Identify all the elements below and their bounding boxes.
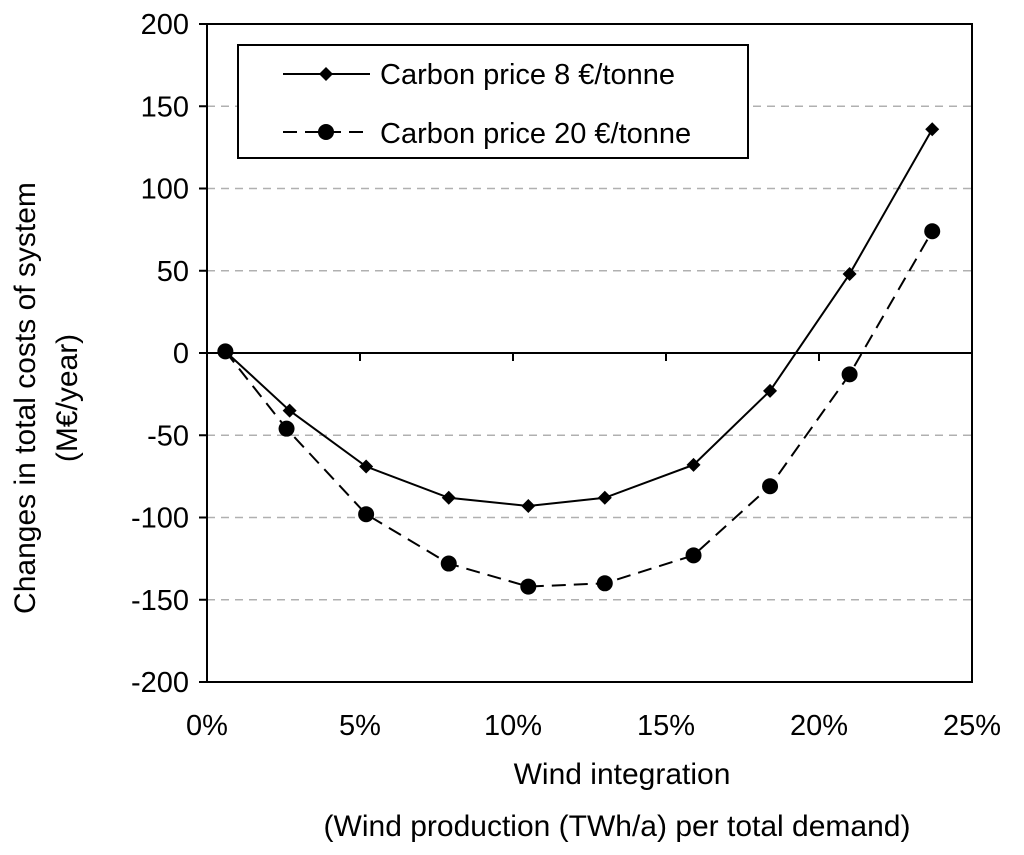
data-point	[763, 383, 778, 398]
data-point	[358, 506, 375, 523]
data-point	[440, 555, 457, 572]
legend-label-series-2: Carbon price 20 €/tonne	[380, 118, 691, 150]
series-1	[218, 122, 940, 513]
y-tick-label: 200	[141, 9, 189, 41]
series-line-1	[224, 128, 934, 507]
x-tick-label: 20%	[790, 710, 848, 742]
data-point	[596, 575, 613, 592]
data-point	[597, 490, 612, 505]
legend-marker	[319, 67, 333, 81]
y-tick-label: 100	[141, 174, 189, 206]
x-tick-label: 10%	[484, 710, 542, 742]
series-line-2	[224, 230, 934, 588]
data-point	[924, 223, 941, 240]
legend-key-series-2	[283, 124, 370, 140]
data-point	[842, 267, 857, 282]
gridlines	[207, 105, 972, 601]
y-tick-label: -50	[147, 420, 189, 452]
data-point	[841, 366, 858, 383]
y-axis-subtitle: (M€/year)	[51, 334, 84, 462]
x-tick-labels: 0% 5% 10% 15% 20% 25%	[186, 710, 1001, 742]
data-point	[282, 403, 297, 418]
x-tick-label: 15%	[637, 710, 695, 742]
y-axis-title: Changes in total costs of system	[9, 182, 42, 614]
series-2	[217, 223, 941, 595]
legend: Carbon price 8 €/tonne Carbon price 20 €…	[237, 44, 749, 159]
y-tick-label: 150	[141, 91, 189, 123]
data-point	[521, 498, 536, 513]
legend-key-series-1	[283, 67, 370, 81]
tick-marks	[199, 23, 973, 683]
x-tick-label: 25%	[943, 710, 1001, 742]
data-point	[359, 459, 374, 474]
data-point	[278, 420, 295, 437]
legend-marker	[318, 124, 334, 140]
y-tick-label: -200	[131, 667, 189, 699]
data-point	[686, 457, 701, 472]
y-tick-label: -150	[131, 585, 189, 617]
series-layer	[217, 122, 941, 595]
x-axis-title: Wind integration	[514, 758, 731, 791]
data-point	[925, 122, 940, 137]
y-tick-label: -100	[131, 503, 189, 535]
legend-label-series-1: Carbon price 8 €/tonne	[380, 59, 675, 91]
x-axis-subtitle: (Wind production (TWh/a) per total deman…	[324, 810, 911, 843]
data-point	[520, 578, 537, 595]
data-point	[441, 490, 456, 505]
x-tick-label: 0%	[186, 710, 228, 742]
x-tick-label: 5%	[339, 710, 381, 742]
y-tick-label: 0	[173, 338, 189, 370]
data-point	[217, 343, 234, 360]
y-tick-label: 50	[157, 256, 189, 288]
data-point	[762, 478, 779, 495]
data-point	[685, 547, 702, 564]
y-tick-labels: 200 150 100 50 0 -50 -100 -150 -200	[131, 9, 189, 699]
